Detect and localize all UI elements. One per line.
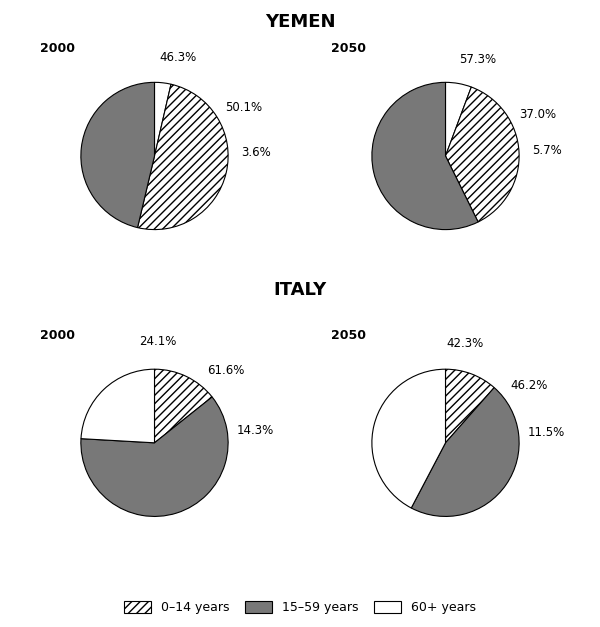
Text: 3.6%: 3.6% — [241, 146, 271, 159]
Text: YEMEN: YEMEN — [265, 13, 335, 31]
Wedge shape — [445, 369, 494, 443]
Legend: 0–14 years, 15–59 years, 60+ years: 0–14 years, 15–59 years, 60+ years — [120, 597, 480, 618]
Text: 24.1%: 24.1% — [139, 335, 177, 348]
Wedge shape — [81, 397, 228, 517]
Text: 37.0%: 37.0% — [520, 108, 557, 121]
Text: 5.7%: 5.7% — [532, 144, 562, 157]
Text: 2050: 2050 — [331, 42, 367, 55]
Text: ITALY: ITALY — [274, 281, 326, 298]
Wedge shape — [154, 369, 212, 443]
Text: 14.3%: 14.3% — [236, 424, 274, 436]
Wedge shape — [154, 82, 171, 156]
Text: 57.3%: 57.3% — [460, 53, 497, 66]
Wedge shape — [372, 82, 478, 229]
Wedge shape — [445, 87, 519, 222]
Text: 2000: 2000 — [40, 42, 76, 55]
Wedge shape — [137, 84, 228, 229]
Text: 42.3%: 42.3% — [446, 337, 484, 350]
Wedge shape — [372, 369, 446, 508]
Text: 2050: 2050 — [331, 329, 367, 342]
Text: 46.2%: 46.2% — [511, 379, 548, 392]
Text: 61.6%: 61.6% — [208, 364, 245, 377]
Wedge shape — [411, 387, 519, 517]
Wedge shape — [81, 369, 155, 443]
Text: 2000: 2000 — [40, 329, 76, 342]
Text: 50.1%: 50.1% — [225, 101, 262, 113]
Text: 11.5%: 11.5% — [528, 426, 565, 439]
Wedge shape — [445, 82, 472, 156]
Text: 46.3%: 46.3% — [159, 51, 196, 63]
Wedge shape — [81, 82, 155, 228]
